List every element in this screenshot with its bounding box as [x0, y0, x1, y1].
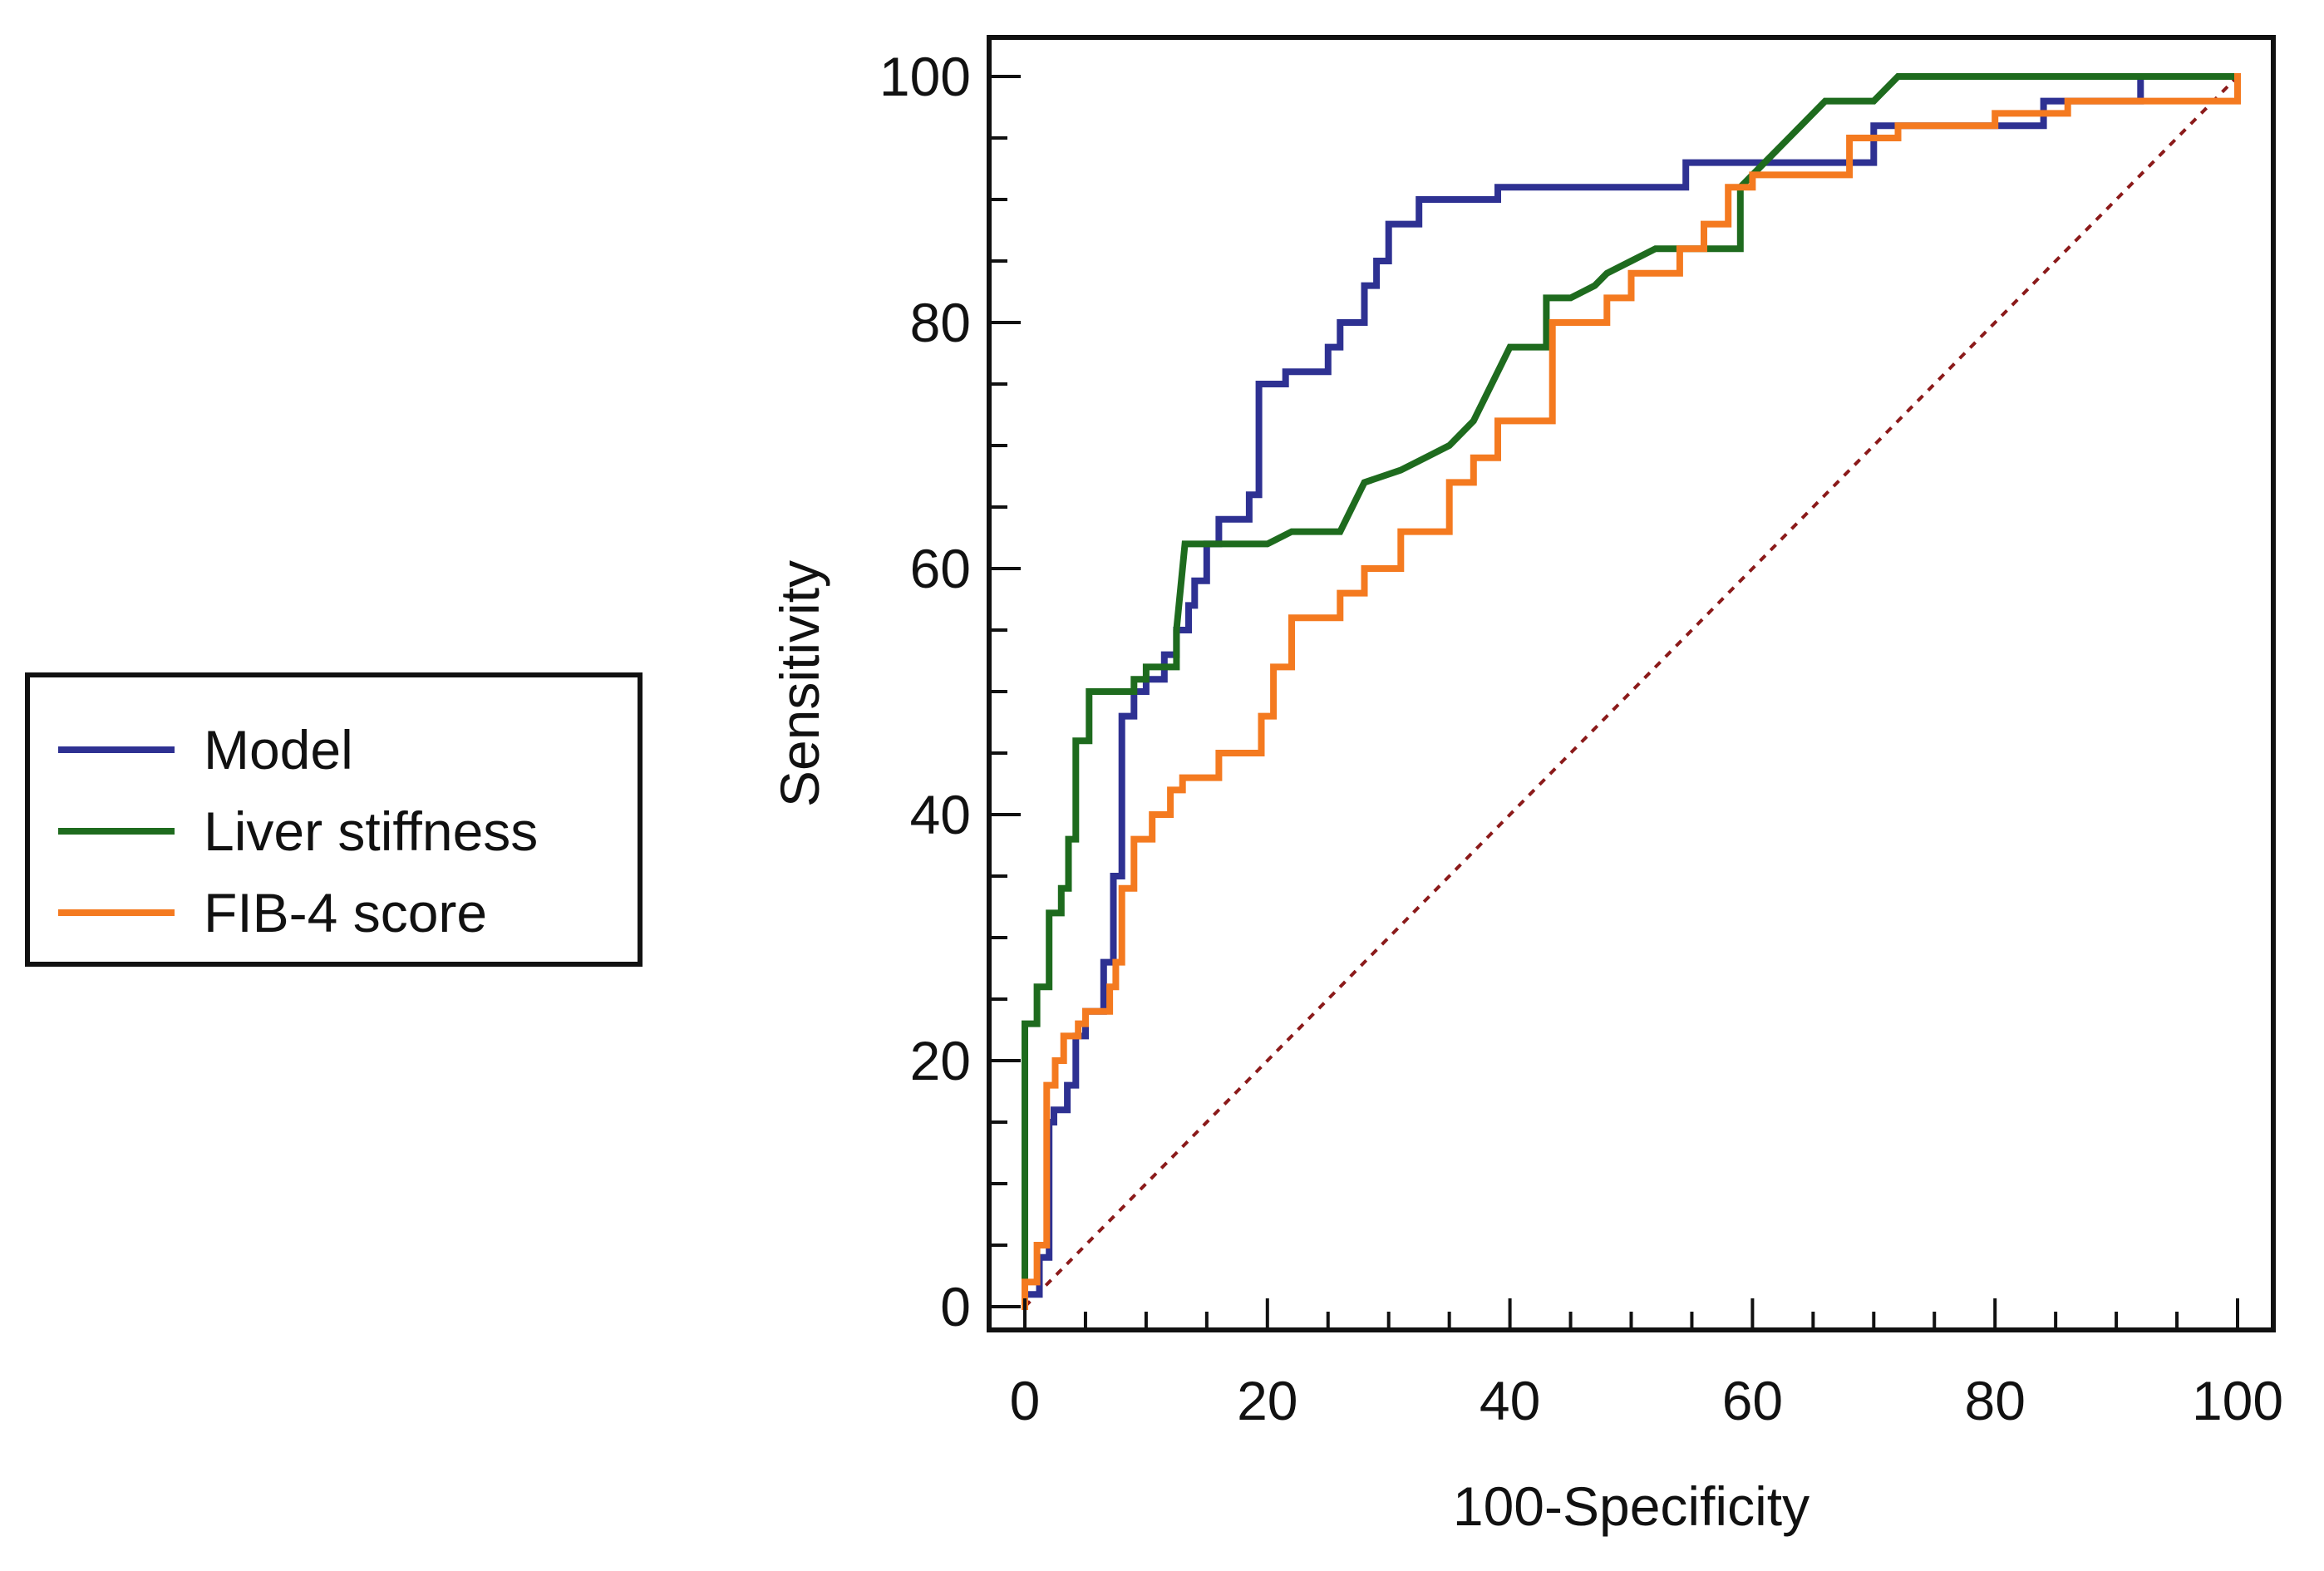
- x-tick-label: 20: [1237, 1370, 1297, 1431]
- x-tick-label: 80: [1964, 1370, 2025, 1431]
- reference-diagonal-line: [1023, 75, 2239, 1308]
- series-line-model: [1022, 73, 2241, 1310]
- legend: Model Liver stiffness FIB-4 score: [25, 672, 643, 967]
- y-tick-label: 100: [879, 46, 971, 107]
- y-axis-label: Sensitivity: [769, 560, 830, 807]
- series-line-liver-stiffness: [1022, 73, 2241, 1310]
- x-tick-label: 40: [1480, 1370, 1540, 1431]
- y-tick-label: 60: [910, 538, 971, 599]
- y-tick-label: 40: [910, 784, 971, 845]
- series-line-fib-4-score: [1022, 73, 2241, 1310]
- x-tick-label: 0: [1010, 1370, 1041, 1431]
- plot-area: [1022, 73, 2241, 1310]
- legend-label-fib-4-score: FIB-4 score: [204, 882, 487, 943]
- x-tick-label: 60: [1722, 1370, 1783, 1431]
- axes: 0 20 40 60 80 100 0 20 40 60 80 100 100-Specificity S…: [769, 35, 2283, 1537]
- legend-label-liver-stiffness: Liver stiffness: [204, 800, 538, 862]
- y-tick-label: 20: [910, 1030, 971, 1091]
- x-tick-label: 100: [2192, 1370, 2283, 1431]
- y-tick-label: 80: [910, 292, 971, 353]
- y-tick-label: 0: [940, 1276, 971, 1337]
- x-axis-label: 100-Specificity: [1453, 1475, 1809, 1537]
- plot-frame: [987, 35, 2276, 1332]
- legend-label-model: Model: [204, 719, 353, 781]
